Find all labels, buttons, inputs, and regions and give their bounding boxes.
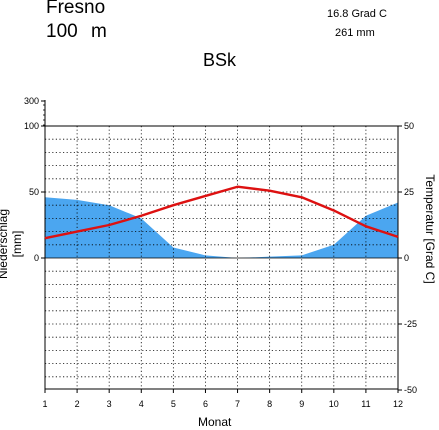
precipitation-tick-label: 0 (34, 253, 39, 263)
temperature-tick-label: 25 (404, 187, 414, 197)
x-tick-label: 12 (393, 399, 403, 409)
temperature-tick-label: -50 (404, 385, 417, 395)
x-tick-label: 9 (299, 399, 304, 409)
precipitation-tick-label: 50 (29, 187, 39, 197)
temperature-tick-label: 0 (404, 253, 409, 263)
temperature-line (44, 185, 399, 240)
precipitation-axis-label: Niederschlag [mm] (0, 208, 24, 280)
x-tick-label: 11 (361, 399, 370, 409)
climate-class: BSk (203, 50, 237, 70)
x-tick-label: 5 (171, 399, 176, 409)
precipitation-tick-label: 100 (24, 121, 39, 131)
x-tick-label: 6 (203, 399, 208, 409)
temperature-tick-label: 50 (404, 121, 414, 131)
elevation-value: 100 (46, 21, 78, 42)
x-tick-label: 3 (107, 399, 112, 409)
x-tick-label: 2 (75, 399, 80, 409)
annual-temperature: 16.8 Grad C (327, 8, 387, 20)
x-tick-label: 8 (267, 399, 272, 409)
station-name: Fresno (46, 0, 106, 18)
temperature-tick-label: -25 (404, 319, 417, 329)
month-axis-label: Monat (198, 415, 232, 429)
precipitation-minor-ticks (43, 104, 45, 126)
elevation-unit: m (90, 21, 107, 42)
temperature-axis-label: Temperatur [Grad C] (423, 174, 437, 284)
precipitation-area (45, 197, 398, 258)
x-tick-label: 4 (139, 399, 144, 409)
x-tick-label: 10 (329, 399, 339, 409)
station-elevation: 100 m (46, 21, 107, 43)
annual-precipitation: 261 mm (335, 27, 375, 39)
precipitation-tick-label: 300 (24, 96, 39, 106)
x-tick-label: 1 (42, 399, 47, 409)
x-tick-label: 7 (235, 399, 240, 409)
